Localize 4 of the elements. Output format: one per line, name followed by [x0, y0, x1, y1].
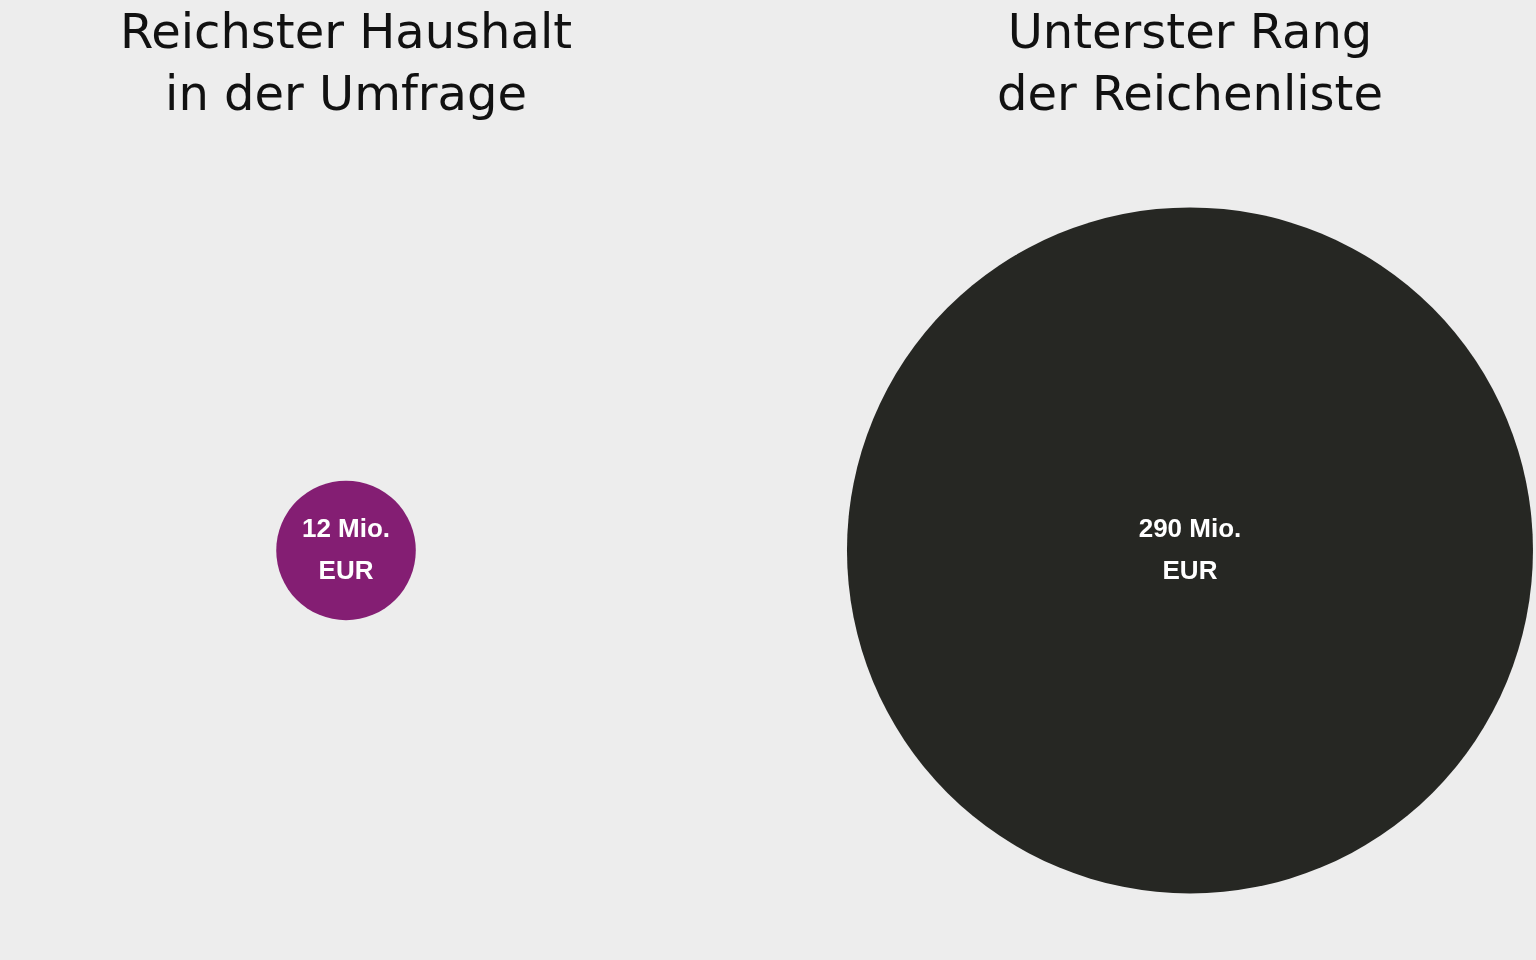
data-label: 290 Mio. EUR [1138, 512, 1242, 585]
category-label: Unterster Rang der Reichenliste [997, 2, 1383, 122]
data-label: 12 Mio. EUR [301, 512, 391, 585]
category-label: Reichster Haushalt in der Umfrage [119, 2, 573, 122]
